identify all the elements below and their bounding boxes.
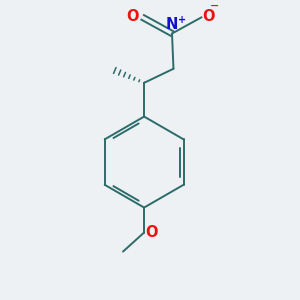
- Text: O: O: [127, 9, 139, 24]
- Text: −: −: [210, 1, 220, 11]
- Text: N: N: [166, 17, 178, 32]
- Text: O: O: [145, 225, 158, 240]
- Text: +: +: [178, 15, 187, 25]
- Text: O: O: [202, 9, 215, 24]
